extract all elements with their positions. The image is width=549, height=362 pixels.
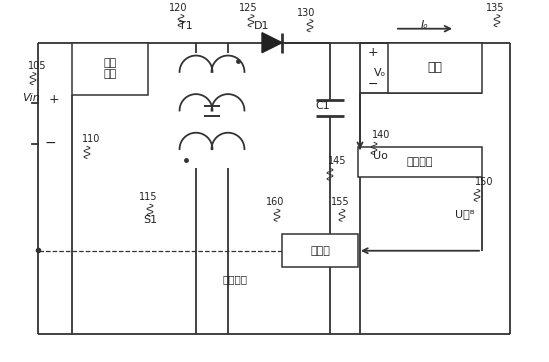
- Text: +: +: [368, 46, 379, 59]
- Text: 130: 130: [297, 8, 315, 18]
- Text: S1: S1: [143, 215, 157, 225]
- Text: 驱动器: 驱动器: [310, 246, 330, 256]
- Bar: [282, 234, 358, 267]
- Bar: [72, 43, 148, 94]
- Text: +: +: [49, 93, 59, 106]
- Text: Vₒ: Vₒ: [374, 68, 386, 77]
- Text: 135: 135: [486, 3, 504, 13]
- Text: 150: 150: [475, 177, 494, 188]
- Text: −: −: [368, 78, 378, 91]
- Text: 驱动信号: 驱动信号: [222, 274, 248, 284]
- Bar: [358, 147, 482, 177]
- Text: 160: 160: [266, 197, 284, 207]
- Text: 120: 120: [169, 3, 187, 13]
- Text: 105: 105: [28, 60, 47, 71]
- Text: 140: 140: [372, 130, 390, 140]
- Text: U₟ᴮ: U₟ᴮ: [455, 209, 475, 219]
- Text: 110: 110: [82, 134, 100, 144]
- Text: C1: C1: [315, 101, 330, 110]
- Text: 115: 115: [139, 192, 157, 202]
- Text: Vin: Vin: [22, 93, 40, 102]
- Bar: [388, 43, 482, 93]
- Text: 125: 125: [239, 3, 257, 13]
- Text: −: −: [44, 135, 56, 150]
- Text: 反馈电路: 反馈电路: [407, 157, 433, 167]
- Text: 145: 145: [328, 156, 346, 167]
- Text: T1: T1: [179, 21, 193, 31]
- Text: 钓位
电路: 钓位 电路: [103, 58, 116, 79]
- Text: Iₒ: Iₒ: [421, 20, 429, 30]
- Text: 155: 155: [330, 197, 349, 207]
- Text: D1: D1: [254, 21, 270, 31]
- Text: Uo: Uo: [373, 151, 388, 161]
- Polygon shape: [262, 33, 282, 52]
- Text: 负载: 负载: [428, 61, 442, 74]
